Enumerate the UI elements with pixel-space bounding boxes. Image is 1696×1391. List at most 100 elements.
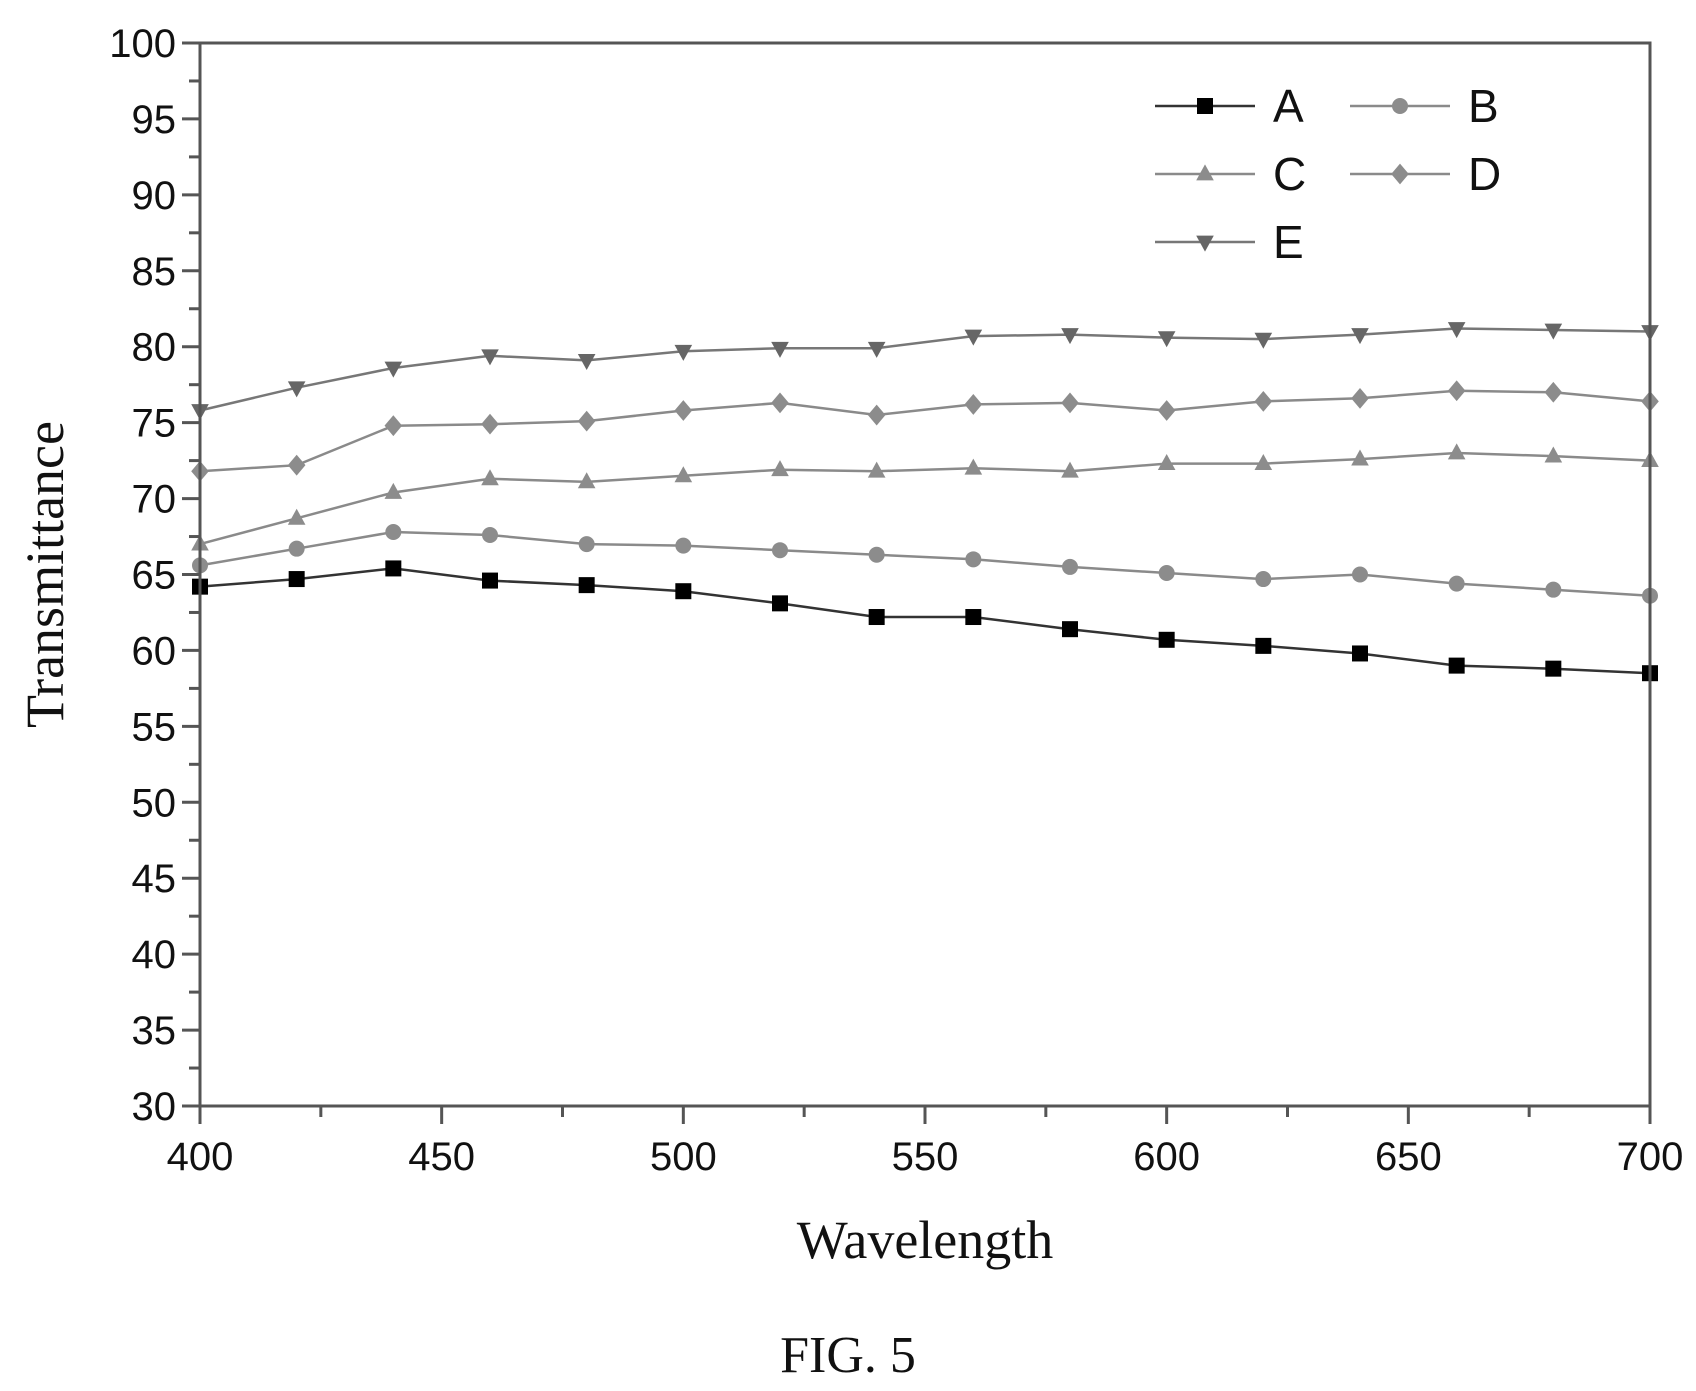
data-point: [674, 400, 693, 421]
legend-marker: [1197, 98, 1213, 114]
data-point: [674, 344, 693, 361]
y-tick-label: 60: [132, 629, 177, 673]
data-point: [1062, 621, 1078, 638]
data-point: [771, 392, 789, 414]
y-tick-label: 45: [132, 857, 177, 901]
data-point: [288, 540, 305, 557]
data-point: [1254, 332, 1273, 349]
y-tick-label: 75: [132, 402, 177, 446]
data-point: [1061, 461, 1079, 478]
data-point: [1447, 443, 1466, 460]
data-point: [385, 523, 402, 540]
x-axis: 400 450 500 550 600 650 700: [167, 1106, 1684, 1179]
data-point: [1351, 387, 1369, 409]
legend-marker: [1392, 98, 1408, 114]
legend-label: E: [1273, 216, 1304, 268]
data-point: [1448, 657, 1465, 674]
y-tick-label: 40: [132, 933, 177, 977]
data-point: [481, 469, 499, 486]
data-point: [674, 466, 693, 483]
data-point: [867, 461, 886, 478]
data-point: [1545, 660, 1562, 677]
legend-item-e: E: [1155, 216, 1304, 268]
series-a: [192, 560, 1658, 682]
y-tick-label: 80: [132, 326, 177, 370]
y-tick-label: 35: [132, 1009, 177, 1053]
data-point: [287, 508, 306, 525]
data-point: [1545, 581, 1562, 598]
data-point: [1255, 571, 1272, 588]
data-point: [577, 410, 596, 432]
data-point: [867, 341, 886, 358]
data-point: [1352, 566, 1368, 583]
legend-label: C: [1273, 148, 1306, 200]
data-point: [482, 572, 498, 589]
legend-marker: [1196, 164, 1214, 181]
data-point: [385, 560, 402, 577]
data-point: [1157, 400, 1176, 421]
data-point: [868, 546, 885, 563]
data-point: [1157, 331, 1176, 348]
series-line: [199, 530, 1651, 598]
legend-item-d: D: [1350, 148, 1501, 200]
series-line: [199, 567, 1651, 675]
legend-label: B: [1468, 80, 1499, 132]
x-tick-label: 450: [408, 1135, 475, 1179]
data-point: [384, 482, 403, 499]
series-line: [199, 451, 1651, 546]
data-point: [577, 472, 596, 489]
data-point: [578, 536, 595, 553]
data-point: [1158, 631, 1175, 648]
y-tick-label: 100: [109, 22, 176, 66]
data-point: [482, 527, 498, 544]
series-c: [191, 443, 1659, 551]
data-point: [1254, 390, 1273, 412]
y-tick-label: 95: [132, 98, 177, 142]
data-point: [384, 415, 403, 437]
x-tick-label: 650: [1375, 1135, 1442, 1179]
y-tick-label: 55: [132, 705, 177, 749]
data-point: [1544, 323, 1563, 340]
data-point: [1447, 322, 1466, 339]
y-axis: 30 35 40 45 50 55 60 65 70 75 80 85 90 95 100: [109, 22, 200, 1129]
series-d: [191, 380, 1659, 482]
y-tick-label: 30: [132, 1085, 177, 1129]
x-tick-label: 700: [1617, 1135, 1684, 1179]
x-tick-label: 500: [650, 1135, 717, 1179]
data-point: [1254, 454, 1273, 471]
data-point: [1351, 449, 1369, 466]
data-point: [1544, 446, 1563, 463]
series-line: [199, 327, 1651, 412]
plot-frame: [198, 41, 1652, 1108]
data-point: [287, 454, 306, 476]
y-tick-label: 70: [132, 478, 177, 522]
data-point: [964, 458, 983, 475]
series-e: [191, 322, 1659, 421]
data-point: [1061, 328, 1079, 345]
data-point: [481, 413, 499, 435]
data-point: [1062, 558, 1078, 575]
series-b: [192, 523, 1658, 604]
series-layer: [191, 322, 1659, 682]
x-tick-label: 600: [1133, 1135, 1200, 1179]
series-line: [199, 389, 1651, 473]
data-point: [1447, 380, 1466, 402]
data-point: [868, 609, 885, 626]
data-point: [675, 537, 692, 554]
data-point: [384, 361, 403, 378]
data-point: [1544, 381, 1563, 403]
data-point: [1158, 564, 1175, 581]
data-point: [287, 381, 306, 398]
legend-marker: [1196, 235, 1214, 252]
data-point: [578, 577, 595, 594]
data-point: [1448, 575, 1465, 592]
y-axis-title: Transmittance: [15, 421, 75, 728]
data-point: [1351, 328, 1369, 345]
data-point: [1352, 645, 1368, 662]
legend-label: D: [1468, 148, 1501, 200]
data-point: [1255, 637, 1272, 654]
data-point: [481, 349, 499, 366]
legend-label: A: [1273, 80, 1304, 132]
y-tick-label: 85: [132, 250, 177, 294]
